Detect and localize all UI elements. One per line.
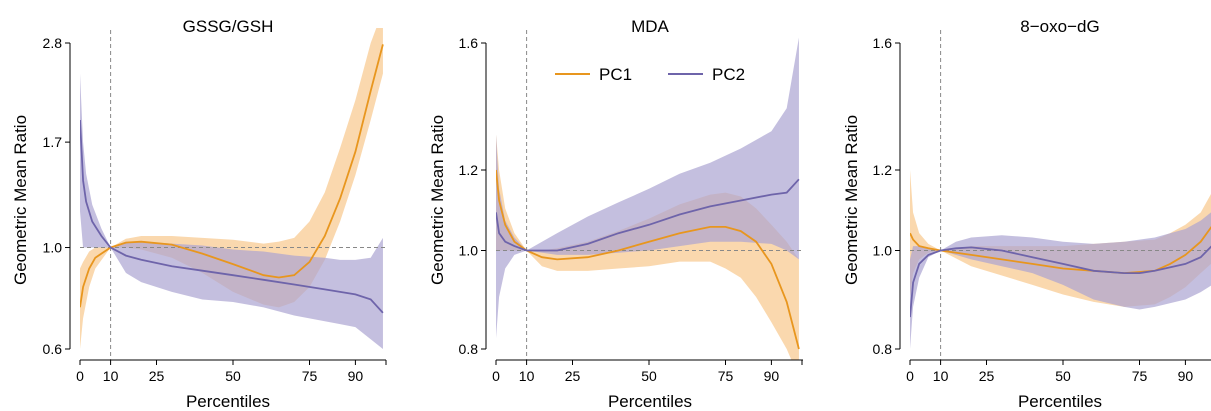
x-tick-label: 25	[149, 368, 165, 384]
series-line-pc2	[496, 178, 800, 252]
x-tick-label: 75	[1132, 368, 1148, 384]
x-axis-label: Percentiles	[186, 392, 270, 411]
x-tick-label: 10	[519, 368, 535, 384]
confidence-band-pc2	[80, 73, 383, 349]
y-tick-label: 0.8	[459, 341, 479, 357]
confidence-band-pc2	[496, 37, 799, 339]
plot-area	[80, 28, 386, 360]
y-tick-label: 2.8	[43, 35, 63, 51]
y-tick-label: 1.6	[459, 35, 479, 51]
plot-area	[910, 30, 1211, 360]
panel-gssg-gsh: GSSG/GSH Geometric Mean Ratio Percentile…	[11, 17, 387, 411]
x-tick-label: 50	[225, 368, 241, 384]
x-tick-label: 50	[1055, 368, 1071, 384]
panel-mda: MDA Geometric Mean Ratio Percentiles 0.8…	[428, 17, 803, 411]
plot-area	[496, 30, 803, 360]
x-tick-label: 90	[764, 368, 780, 384]
legend: PC1 PC2	[555, 65, 745, 84]
series-line-pc1	[910, 225, 1211, 275]
series-line-pc1	[496, 169, 800, 350]
x-tick-label: 0	[906, 368, 914, 384]
axes: 0.8 1.0 1.2 1.6 0 10 25 50 75 90	[873, 35, 1211, 384]
panel-title: GSSG/GSH	[183, 17, 274, 36]
y-tick-label: 1.0	[43, 240, 63, 256]
x-tick-label: 75	[718, 368, 734, 384]
x-axis-label: Percentiles	[608, 392, 692, 411]
x-tick-label: 25	[565, 368, 581, 384]
y-tick-label: 1.7	[43, 134, 63, 150]
x-tick-label: 10	[103, 368, 119, 384]
series-line-pc2	[910, 245, 1211, 318]
y-axis-label: Geometric Mean Ratio	[842, 115, 861, 285]
series-line-pc2	[80, 119, 384, 314]
panel-title: MDA	[631, 17, 669, 36]
x-tick-label: 75	[302, 368, 318, 384]
x-tick-label: 25	[979, 368, 995, 384]
series-line-pc1	[80, 44, 384, 308]
legend-label-pc2: PC2	[712, 65, 745, 84]
confidence-band-pc2	[910, 212, 1211, 349]
y-axis-label: Geometric Mean Ratio	[428, 115, 447, 285]
y-tick-label: 1.0	[873, 242, 893, 258]
legend-label-pc1: PC1	[599, 65, 632, 84]
x-tick-label: 0	[492, 368, 500, 384]
y-tick-label: 1.2	[873, 162, 893, 178]
y-tick-label: 1.0	[459, 242, 479, 258]
axes: 0.8 1.0 1.2 1.6 0 10 25 50 75 90	[459, 35, 803, 384]
x-tick-label: 10	[933, 368, 949, 384]
x-tick-label: 0	[76, 368, 84, 384]
y-tick-label: 1.2	[459, 162, 479, 178]
panel-title: 8−oxo−dG	[1020, 17, 1099, 36]
x-tick-label: 50	[641, 368, 657, 384]
x-axis-label: Percentiles	[1018, 392, 1102, 411]
panel-8-oxo-dg: 8−oxo−dG Geometric Mean Ratio Percentile…	[842, 17, 1211, 411]
x-tick-label: 90	[1178, 368, 1194, 384]
axes: 0.6 1.0 1.7 2.8 0 10 25 50 75 90	[43, 35, 387, 384]
y-tick-label: 1.6	[873, 35, 893, 51]
y-tick-label: 0.8	[873, 341, 893, 357]
x-tick-label: 90	[348, 368, 364, 384]
y-axis-label: Geometric Mean Ratio	[11, 115, 30, 285]
y-tick-label: 0.6	[43, 341, 63, 357]
